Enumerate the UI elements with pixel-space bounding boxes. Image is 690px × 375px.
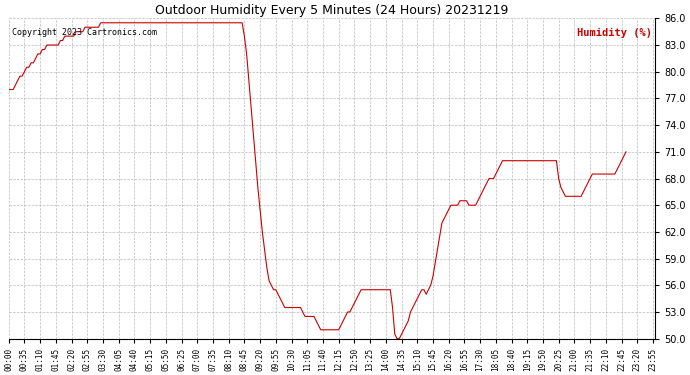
Title: Outdoor Humidity Every 5 Minutes (24 Hours) 20231219: Outdoor Humidity Every 5 Minutes (24 Hou… [155, 4, 509, 17]
Text: Copyright 2023 Cartronics.com: Copyright 2023 Cartronics.com [12, 28, 157, 37]
Text: Humidity (%): Humidity (%) [577, 28, 652, 38]
